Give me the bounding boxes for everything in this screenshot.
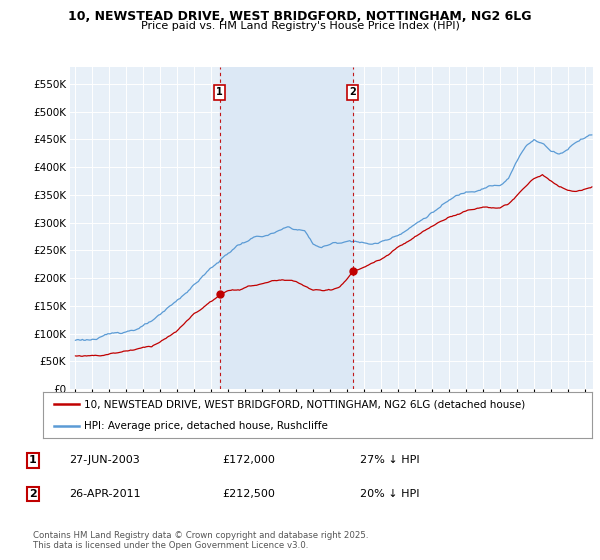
Text: 1: 1 [29, 455, 37, 465]
Text: £172,000: £172,000 [222, 455, 275, 465]
Text: Price paid vs. HM Land Registry's House Price Index (HPI): Price paid vs. HM Land Registry's House … [140, 21, 460, 31]
Text: 2: 2 [349, 87, 356, 97]
Text: HPI: Average price, detached house, Rushcliffe: HPI: Average price, detached house, Rush… [85, 422, 328, 431]
Text: 2: 2 [29, 489, 37, 499]
Text: 27% ↓ HPI: 27% ↓ HPI [360, 455, 419, 465]
Text: 26-APR-2011: 26-APR-2011 [69, 489, 140, 499]
Text: 10, NEWSTEAD DRIVE, WEST BRIDGFORD, NOTTINGHAM, NG2 6LG: 10, NEWSTEAD DRIVE, WEST BRIDGFORD, NOTT… [68, 10, 532, 23]
Text: Contains HM Land Registry data © Crown copyright and database right 2025.
This d: Contains HM Land Registry data © Crown c… [33, 531, 368, 550]
Text: 1: 1 [216, 87, 223, 97]
Text: 10, NEWSTEAD DRIVE, WEST BRIDGFORD, NOTTINGHAM, NG2 6LG (detached house): 10, NEWSTEAD DRIVE, WEST BRIDGFORD, NOTT… [85, 399, 526, 409]
Text: 20% ↓ HPI: 20% ↓ HPI [360, 489, 419, 499]
Bar [220, 67, 353, 389]
Text: 27-JUN-2003: 27-JUN-2003 [69, 455, 140, 465]
Text: £212,500: £212,500 [222, 489, 275, 499]
